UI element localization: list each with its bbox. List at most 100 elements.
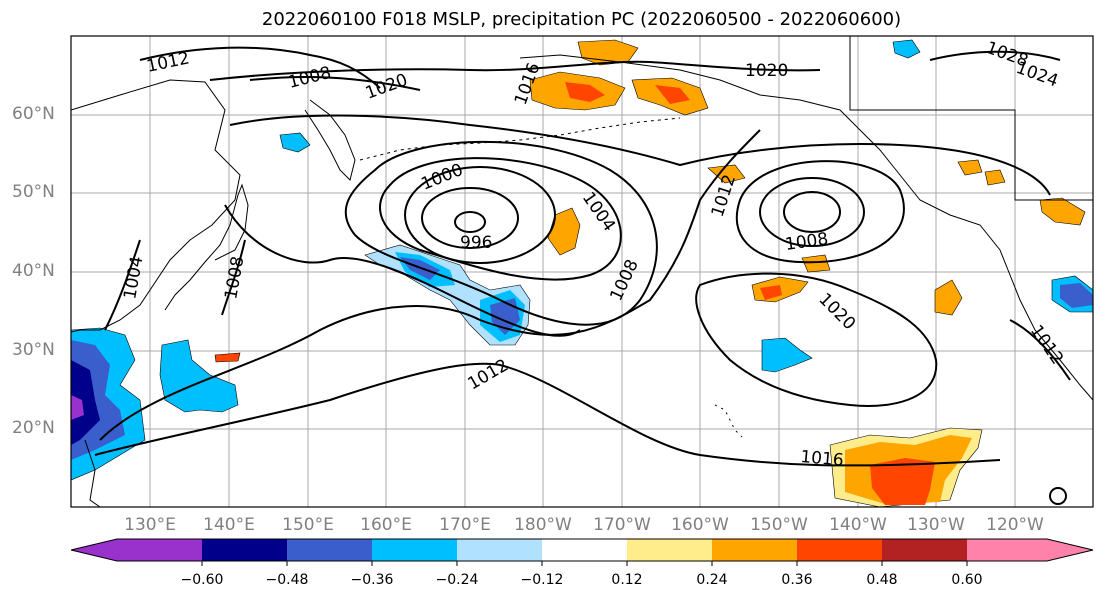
map-panel: 1012 1008 1020 1016 1020 1028 1024 1000 … — [70, 35, 1094, 508]
longitude-label: 130°E — [124, 515, 176, 535]
colorbar-segment — [71, 539, 117, 561]
colorbar-tick-label: 0.48 — [866, 572, 898, 588]
colorbar-tick-label: 0.60 — [951, 572, 983, 588]
colorbar-segment — [967, 539, 1047, 561]
longitude-label: 160°E — [360, 515, 412, 535]
colorbar-tick-label: −0.48 — [265, 572, 309, 588]
colorbar-segment — [712, 539, 797, 561]
coastline-japan — [164, 183, 249, 311]
colorbar-tick-label: −0.24 — [435, 572, 479, 588]
isobar-996 — [454, 211, 486, 233]
isobar-1012-north — [139, 46, 381, 89]
latitude-label: 50°N — [12, 182, 55, 202]
colorbar-outline — [70, 538, 1094, 562]
precip-region-west-coast-north — [1039, 197, 1086, 226]
colorbar-segment — [627, 539, 712, 561]
longitude-label: 140°W — [829, 515, 887, 535]
colorbar-segment — [117, 539, 202, 561]
precip-region-kuril — [279, 132, 311, 153]
longitude-label: 130°W — [907, 515, 965, 535]
precip-region-subtropical-west — [159, 339, 239, 413]
coastline-philippines — [84, 439, 101, 507]
negative-precip-regions — [71, 39, 1093, 481]
precip-region-subtropical-eastern-pacific-core — [870, 458, 935, 505]
colorbar-segment — [287, 539, 372, 561]
colorbar-segment — [457, 539, 542, 561]
coastline-aleutians — [359, 117, 681, 161]
isobar-1008-japan — [221, 239, 246, 316]
isobar-1012-west — [224, 204, 581, 337]
precip-region-coast-west — [934, 279, 963, 316]
colorbar-tick-label: 0.12 — [611, 572, 643, 588]
colorbar-ticks — [201, 561, 968, 566]
isobar-label-996: 996 — [460, 233, 492, 253]
isobar-1012-coast — [1009, 319, 1071, 381]
isobar-1000 — [421, 187, 519, 249]
isobar-1008-east — [759, 177, 865, 247]
colorbar-tick-label: −0.12 — [520, 572, 564, 588]
isobar-1004-inner — [404, 166, 556, 264]
isobar-1008-north — [249, 76, 421, 91]
latitude-label: 30°N — [12, 340, 55, 360]
gridlines — [71, 36, 1093, 507]
precip-region-bering-core — [565, 82, 605, 102]
isobar-1012-east — [735, 160, 905, 264]
longitude-label: 170°E — [439, 515, 491, 535]
isobar-label-1020-north: 1020 — [745, 61, 788, 81]
colorbar-tick-label: −0.60 — [180, 572, 224, 588]
precip-region-western-pacific-max — [71, 360, 100, 445]
colorbar-segment — [202, 539, 287, 561]
map-title: 2022060100 F018 MSLP, precipitation PC (… — [261, 9, 902, 30]
longitude-label: 180°W — [514, 515, 572, 535]
longitude-label: 120°W — [986, 515, 1044, 535]
isobars — [94, 46, 1071, 467]
isobar-1024-east — [929, 50, 1061, 61]
colorbar-tick-label: −0.36 — [350, 572, 394, 588]
longitude-label: 150°E — [282, 515, 334, 535]
isobar-1016 — [94, 362, 1001, 467]
isobar-1020 — [695, 272, 938, 407]
colorbar-segment — [1047, 539, 1093, 561]
precip-region-western-pacific-min — [71, 395, 84, 420]
longitude-label: 140°E — [203, 515, 255, 535]
longitude-label: 150°W — [750, 515, 808, 535]
precip-region-subtropical-central — [761, 337, 813, 373]
isobar-1004 — [379, 157, 622, 281]
isobar-small-low — [1049, 487, 1067, 505]
longitude-label: 170°W — [593, 515, 651, 535]
isobar-1012-main — [99, 129, 761, 441]
coastline-kamchatka — [304, 99, 356, 181]
map-frame — [70, 35, 1094, 508]
latitude-label: 20°N — [12, 418, 55, 438]
precip-region-pacific-northwest-core — [1060, 283, 1093, 308]
latitude-label: 40°N — [12, 261, 55, 281]
coastlines — [71, 36, 1093, 507]
precip-region-central-north-pacific-max — [400, 257, 520, 335]
coastline-asia — [71, 79, 241, 333]
isobar-1004-asia — [104, 239, 141, 331]
colorbar-tick-label: 0.36 — [781, 572, 813, 588]
colorbar-segment — [542, 539, 627, 561]
isobar-1016-outer — [229, 114, 1051, 196]
isobar-1008-east-inner — [783, 191, 841, 233]
precip-region-japan-small — [214, 352, 241, 363]
precip-region-subtropical-east-small — [801, 254, 831, 273]
hawaii-islands — [714, 404, 743, 438]
precip-region-canada-coast — [957, 159, 1006, 186]
colorbar-segment — [797, 539, 882, 561]
coastline-alaska — [519, 54, 1093, 401]
latitude-label: 60°N — [12, 104, 55, 124]
precip-region-low-center — [547, 207, 581, 256]
colorbar — [70, 538, 1094, 566]
longitude-label: 160°W — [671, 515, 729, 535]
border-canada-us — [849, 36, 1093, 201]
precip-region-subtropical-east-north-core — [760, 285, 782, 300]
isobar-label-1016-south: 1016 — [800, 447, 845, 471]
precip-region-gulf-of-alaska-north-core — [655, 85, 690, 104]
colorbar-segment — [372, 539, 457, 561]
colorbar-tick-label: 0.24 — [696, 572, 728, 588]
colorbar-segment — [882, 539, 967, 561]
precip-region-alaska — [892, 39, 921, 59]
isobar-1020-north — [209, 60, 821, 81]
